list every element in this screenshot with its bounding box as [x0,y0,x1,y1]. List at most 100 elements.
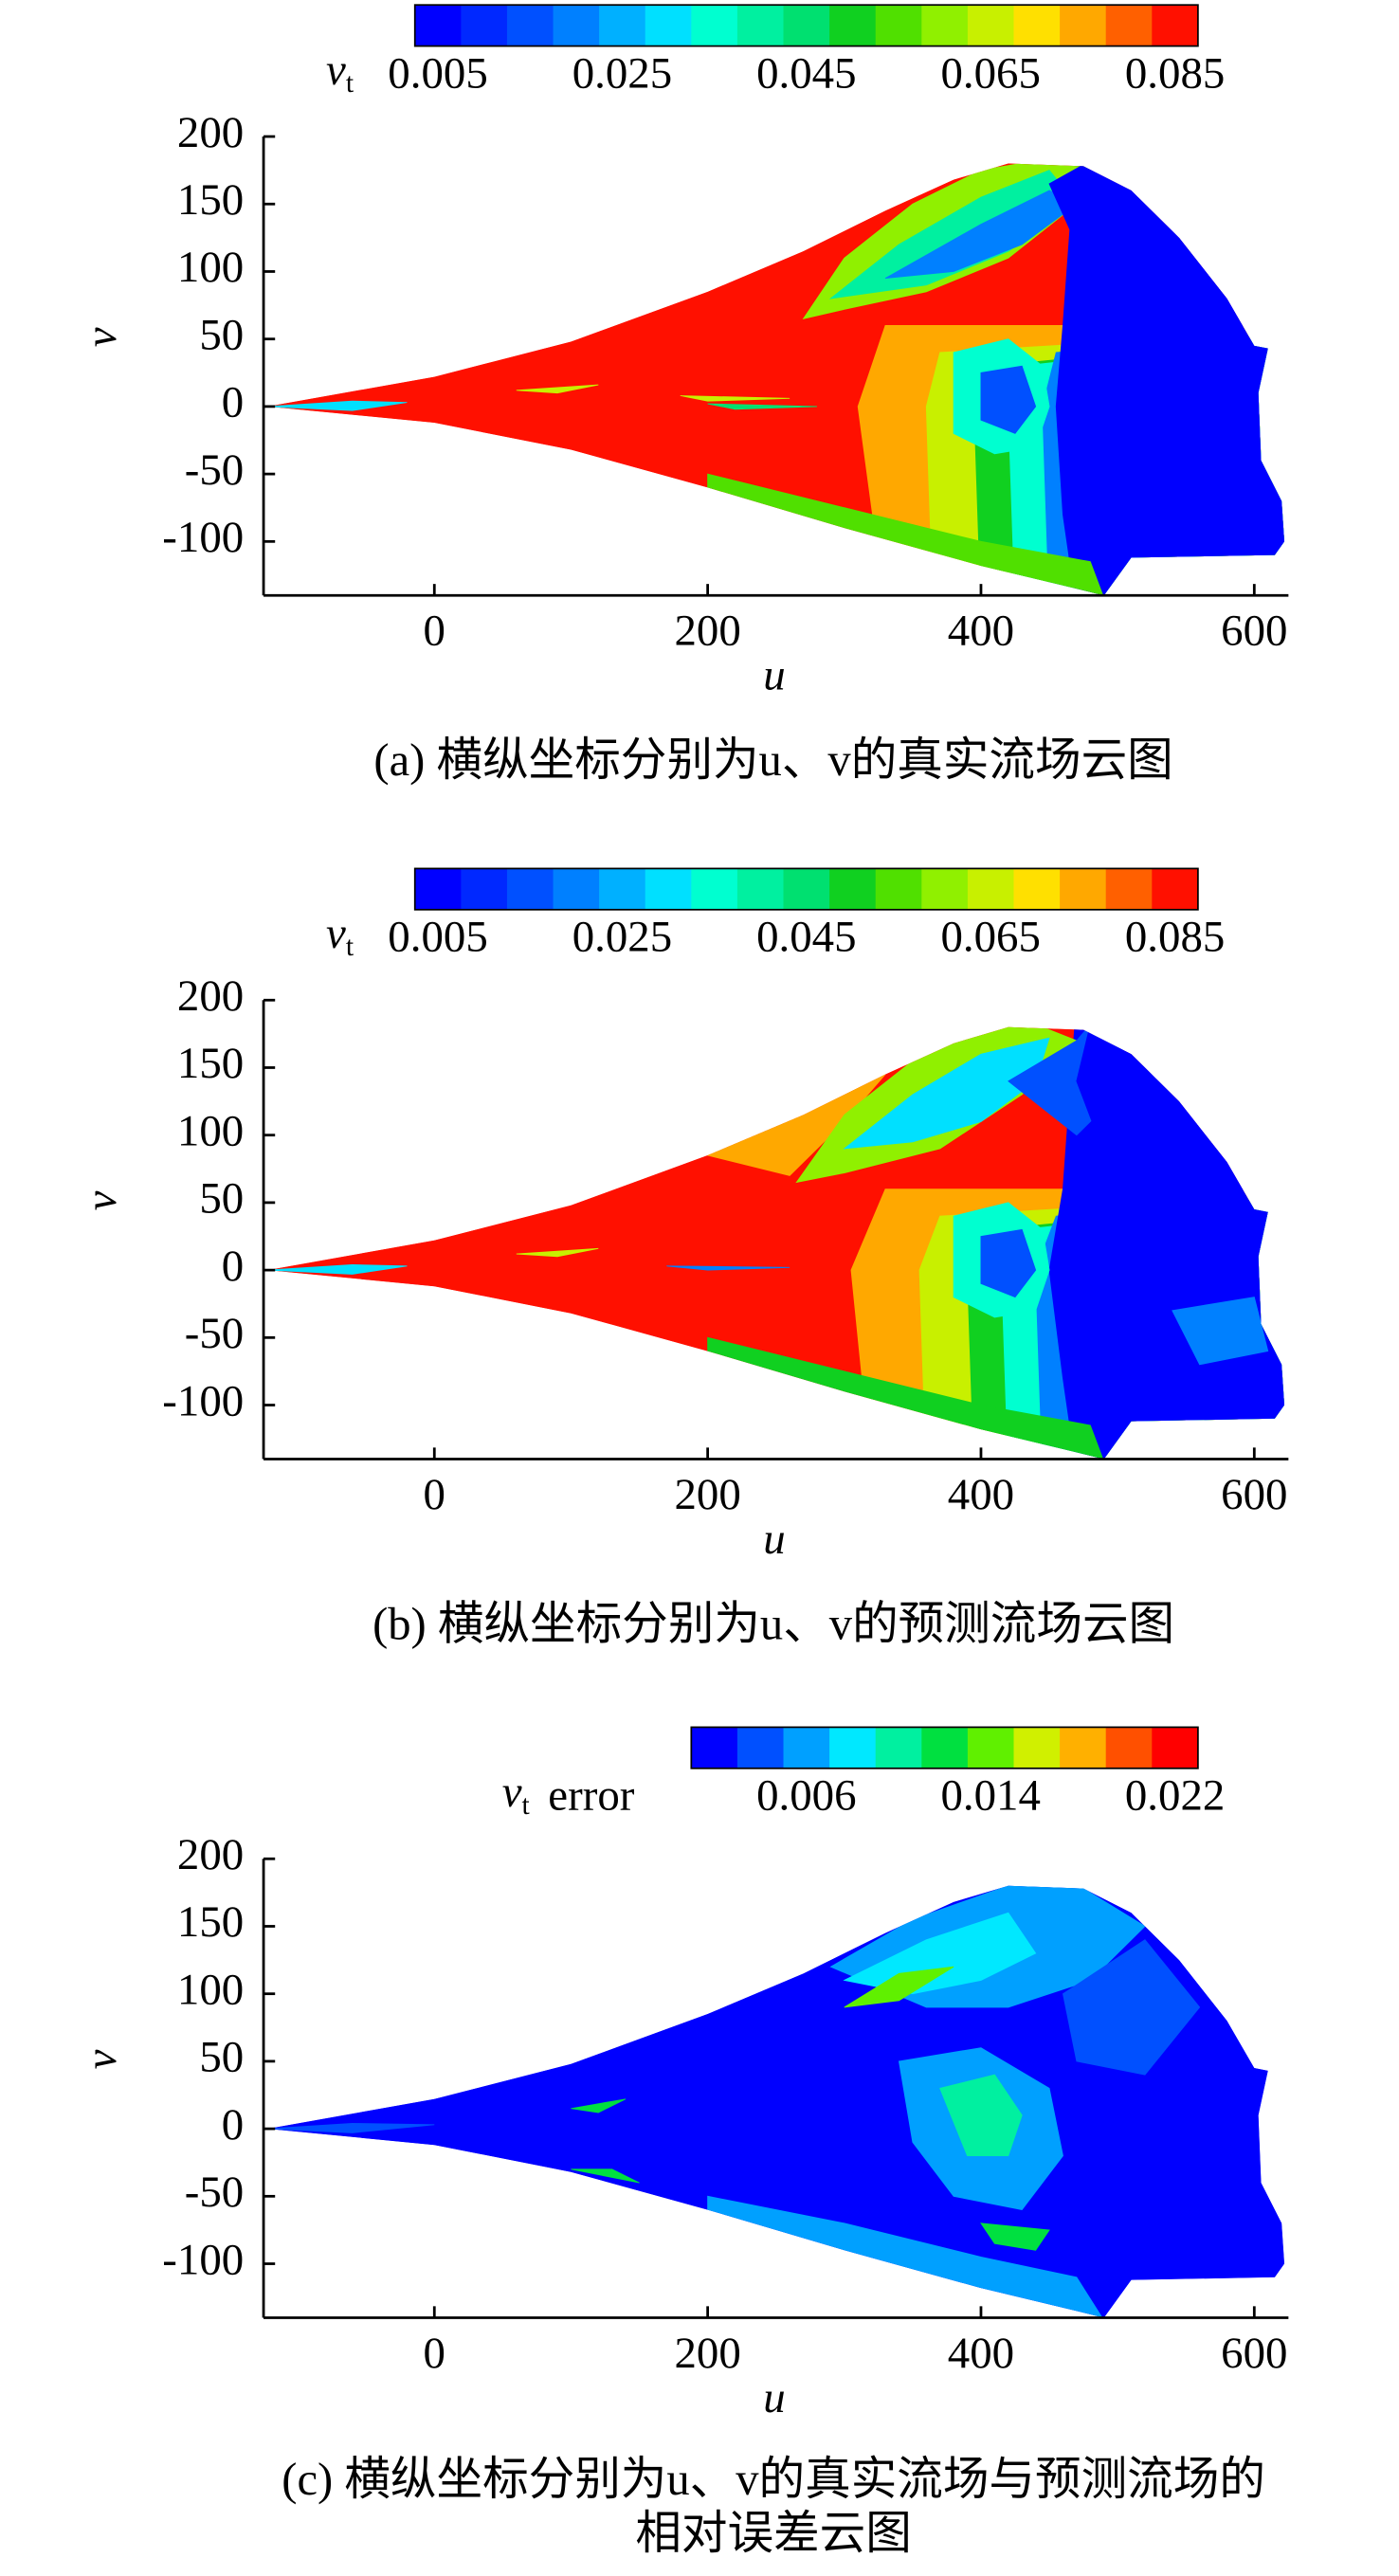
y-tick-label: 150 [177,1039,244,1088]
colorbar-segment [1060,5,1107,46]
colorbar-segment [461,868,508,910]
colorbar-tick-label: 0.006 [756,1771,856,1821]
colorbar-segment [875,1727,922,1769]
y-tick-label: 100 [177,243,244,292]
x-axis-label: u [763,1515,785,1564]
colorbar-segment [1105,868,1153,910]
y-tick-label: -100 [162,513,244,562]
y-tick-label: -100 [162,2235,244,2284]
contour-region [516,384,599,394]
y-tick-label: 50 [199,1174,244,1224]
field [267,1026,1285,1460]
contour-region [267,400,408,411]
y-axis-label: v [77,2049,126,2069]
colorbar-segment [967,1727,1015,1769]
colorbar-label: v [502,1768,522,1817]
colorbar-segment [1013,1727,1061,1769]
contour-region [980,1228,1037,1298]
colorbar-segment [1060,868,1107,910]
colorbar-label-sub: t [522,1790,531,1821]
colorbar-segment [967,868,1015,910]
x-axis-label: u [763,651,785,700]
colorbar-segment [829,868,877,910]
colorbar-segment [691,5,738,46]
contour-region [844,1966,954,2008]
contour-region [267,1263,408,1275]
colorbar-frame [413,4,1199,47]
colorbar-segment [783,5,830,46]
colorbar-segment [506,868,554,910]
contour-region [843,1912,1037,1995]
y-tick-label: -50 [185,2168,244,2217]
colorbar-tick-label: 0.005 [388,913,487,962]
colorbar-segment [645,5,692,46]
colorbar-tick-label: 0.045 [756,48,856,98]
y-tick-label: 0 [222,2100,244,2150]
colorbar-label-suffix: error [548,1771,634,1821]
contour-region [571,2098,627,2113]
colorbar-segment [875,868,922,910]
y-axis-label: v [77,327,126,347]
colorbar-segment [783,1727,830,1769]
y-tick-label: 200 [177,108,244,157]
y-tick-label: 50 [199,310,244,359]
colorbar-segment [553,868,600,910]
colorbar-tick-label: 0.005 [388,48,487,98]
x-tick-label: 400 [948,1470,1014,1519]
y-tick-label: 0 [222,1242,244,1291]
colorbar-segment [921,868,969,910]
colorbar-label: v [326,909,346,958]
colorbar-label-sub: t [346,932,354,962]
contour-region [939,2074,1023,2157]
contour-region [267,2122,435,2133]
colorbar-segment [414,5,462,46]
colorbar-frame [413,867,1199,911]
colorbar-tick-label: 0.025 [572,48,672,98]
x-tick-label: 600 [1221,607,1287,656]
contour-region [680,395,790,402]
colorbar-segment [783,868,830,910]
y-tick-label: -50 [185,445,244,495]
caption: (a) 横纵坐标分别为u、v的真实流场云图 [373,735,1172,786]
colorbar-segment [1013,5,1061,46]
field [267,163,1285,596]
colorbar-frame [690,1726,1199,1769]
colorbar-segment [599,868,646,910]
colorbar-segment [691,868,738,910]
colorbar-segment [1105,1727,1153,1769]
colorbar-tick-label: 0.065 [940,48,1040,98]
colorbar-tick-label: 0.085 [1125,48,1225,98]
contour-region [707,403,817,410]
contour-region [980,365,1037,434]
x-tick-label: 400 [948,607,1014,656]
y-axis-label: v [77,1190,126,1210]
x-tick-label: 200 [674,607,740,656]
y-tick-label: 200 [177,1830,244,1879]
x-tick-label: 400 [948,2329,1014,2378]
colorbar-segment [645,868,692,910]
y-tick-label: 100 [177,1106,244,1155]
colorbar-tick-label: 0.014 [940,1771,1040,1821]
colorbar-tick-label: 0.022 [1125,1771,1225,1821]
colorbar-segment [414,868,462,910]
x-tick-label: 0 [424,607,445,656]
colorbar-segment [1152,5,1199,46]
colorbar-segment [736,5,785,46]
x-tick-label: 200 [674,1470,740,1519]
colorbar-segment [875,5,922,46]
colorbar-segment [921,5,969,46]
caption: 相对误差云图 [635,2508,911,2559]
x-axis-label: u [763,2373,785,2422]
colorbar-segment [921,1727,969,1769]
y-tick-label: 150 [177,175,244,225]
y-tick-label: -50 [185,1309,244,1358]
contour-region [516,1247,599,1258]
colorbar-tick-label: 0.085 [1125,913,1225,962]
colorbar-segment [829,5,877,46]
colorbar-segment [829,1727,877,1769]
colorbar-tick-label: 0.025 [572,913,672,962]
colorbar-segment [1105,5,1153,46]
colorbar-tick-label: 0.045 [756,913,856,962]
